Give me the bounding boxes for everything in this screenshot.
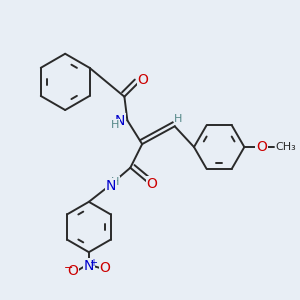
Text: H: H [111,177,119,187]
Text: O: O [146,177,157,191]
Text: +: + [89,257,97,268]
Text: N: N [106,178,116,193]
Text: N: N [84,259,94,272]
Text: O: O [138,73,148,86]
Text: CH₃: CH₃ [275,142,296,152]
Text: H: H [111,119,119,130]
Text: O: O [67,264,78,278]
Text: O: O [256,140,267,154]
Text: O: O [100,262,111,275]
Text: −: − [64,263,74,273]
Text: N: N [115,114,125,128]
Text: H: H [174,114,182,124]
